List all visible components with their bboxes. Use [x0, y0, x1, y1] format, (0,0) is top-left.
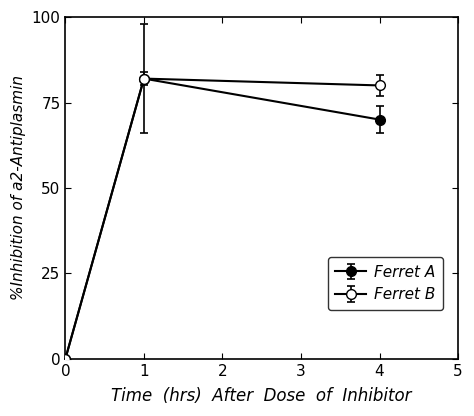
Legend: Ferret A, Ferret B: Ferret A, Ferret B: [328, 257, 443, 310]
X-axis label: Time  (hrs)  After  Dose  of  Inhibitor: Time (hrs) After Dose of Inhibitor: [111, 387, 412, 405]
Y-axis label: %Inhibition of a2-Antiplasmin: %Inhibition of a2-Antiplasmin: [11, 75, 26, 300]
